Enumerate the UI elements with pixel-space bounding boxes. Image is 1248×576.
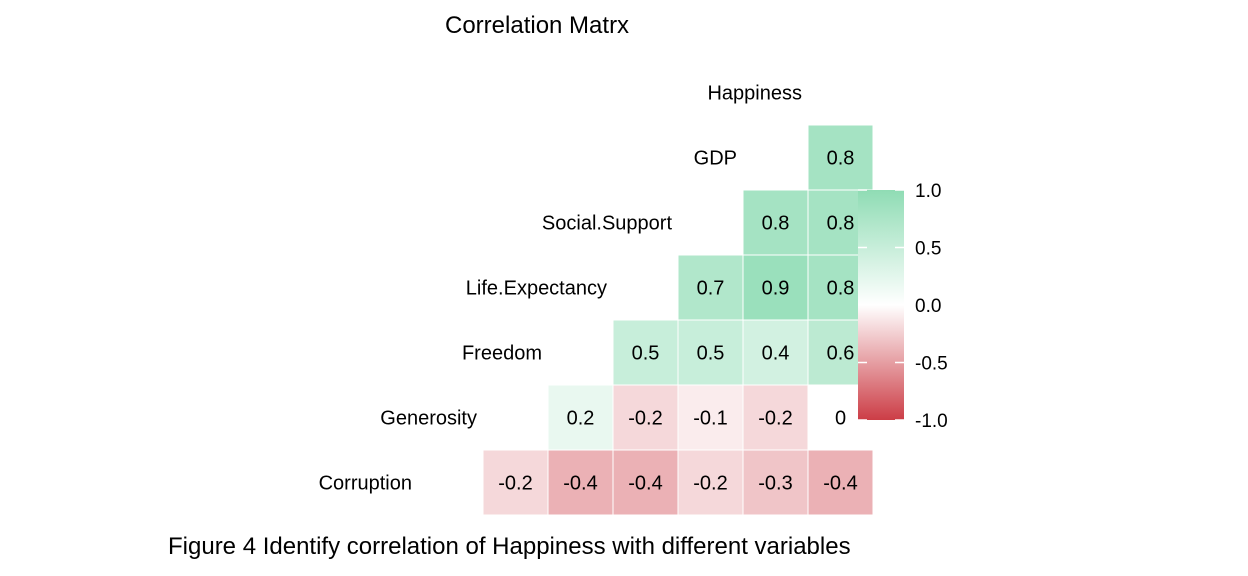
heatmap-cell bbox=[677, 254, 744, 321]
cell-value-label: 0.8 bbox=[762, 213, 790, 235]
cell-value-label: 0.8 bbox=[827, 213, 855, 235]
cell-value-label: 0.4 bbox=[762, 343, 790, 365]
cell-value-label: 0.5 bbox=[697, 343, 725, 365]
legend-tick-label: -0.5 bbox=[915, 354, 948, 375]
legend-tick-label: 0.5 bbox=[915, 239, 941, 260]
cell-value-label: -0.4 bbox=[823, 473, 857, 495]
variable-label: Life.Expectancy bbox=[466, 278, 607, 300]
cell-value-label: -0.2 bbox=[498, 473, 532, 495]
heatmap-cell bbox=[742, 384, 809, 451]
cell-value-label: -0.1 bbox=[693, 408, 727, 430]
heatmap-cell bbox=[677, 449, 744, 516]
cell-value-label: 0.5 bbox=[632, 343, 660, 365]
heatmap-cell bbox=[807, 449, 874, 516]
heatmap-cell bbox=[612, 384, 679, 451]
variable-label: Social.Support bbox=[542, 213, 673, 235]
heatmap-cell bbox=[807, 124, 874, 191]
cell-value-label: -0.2 bbox=[693, 473, 727, 495]
variable-label: Corruption bbox=[319, 473, 412, 495]
cell-value-label: 0.7 bbox=[697, 278, 725, 300]
cell-value-label: 0.8 bbox=[827, 148, 855, 170]
color-legend: 1.0 0.5 0.0 -0.5 -1.0 bbox=[858, 181, 948, 432]
chart-title: Correlation Matrx bbox=[445, 12, 629, 39]
legend-tick-label: 1.0 bbox=[915, 181, 941, 202]
cell-value-label: 0.8 bbox=[827, 278, 855, 300]
cell-value-label: -0.4 bbox=[563, 473, 597, 495]
legend-tick-label: 0.0 bbox=[915, 296, 941, 317]
cell-value-label: 0.6 bbox=[827, 343, 855, 365]
heatmap-cell bbox=[742, 189, 809, 256]
variable-label: Happiness bbox=[707, 83, 802, 105]
heatmap-cell bbox=[482, 449, 549, 516]
cell-value-label: 0 bbox=[835, 408, 846, 430]
cell-value-label: 0.2 bbox=[567, 408, 595, 430]
cell-value-label: -0.2 bbox=[628, 408, 662, 430]
figure-caption: Figure 4 Identify correlation of Happine… bbox=[168, 533, 851, 560]
variable-labels: Corruption Generosity Freedom Life.Expectan… bbox=[319, 83, 802, 495]
cell-value-label: 0.9 bbox=[762, 278, 790, 300]
heatmap-cell bbox=[742, 449, 809, 516]
cell-value-label: -0.2 bbox=[758, 408, 792, 430]
variable-label: Freedom bbox=[462, 343, 542, 365]
heatmap-cell bbox=[612, 449, 679, 516]
cell-value-label: -0.4 bbox=[628, 473, 662, 495]
heatmap-cells: 0.8 0.8 0.8 0.7 0.9 0.8 0.5 0.5 0.4 0.6 0.2 -0.2 -0.… bbox=[482, 124, 874, 516]
variable-label: GDP bbox=[694, 148, 737, 170]
variable-label: Generosity bbox=[380, 408, 477, 430]
legend-tick-label: -1.0 bbox=[915, 411, 948, 432]
heatmap-cell bbox=[547, 449, 614, 516]
cell-value-label: -0.3 bbox=[758, 473, 792, 495]
heatmap-cell bbox=[677, 319, 744, 386]
